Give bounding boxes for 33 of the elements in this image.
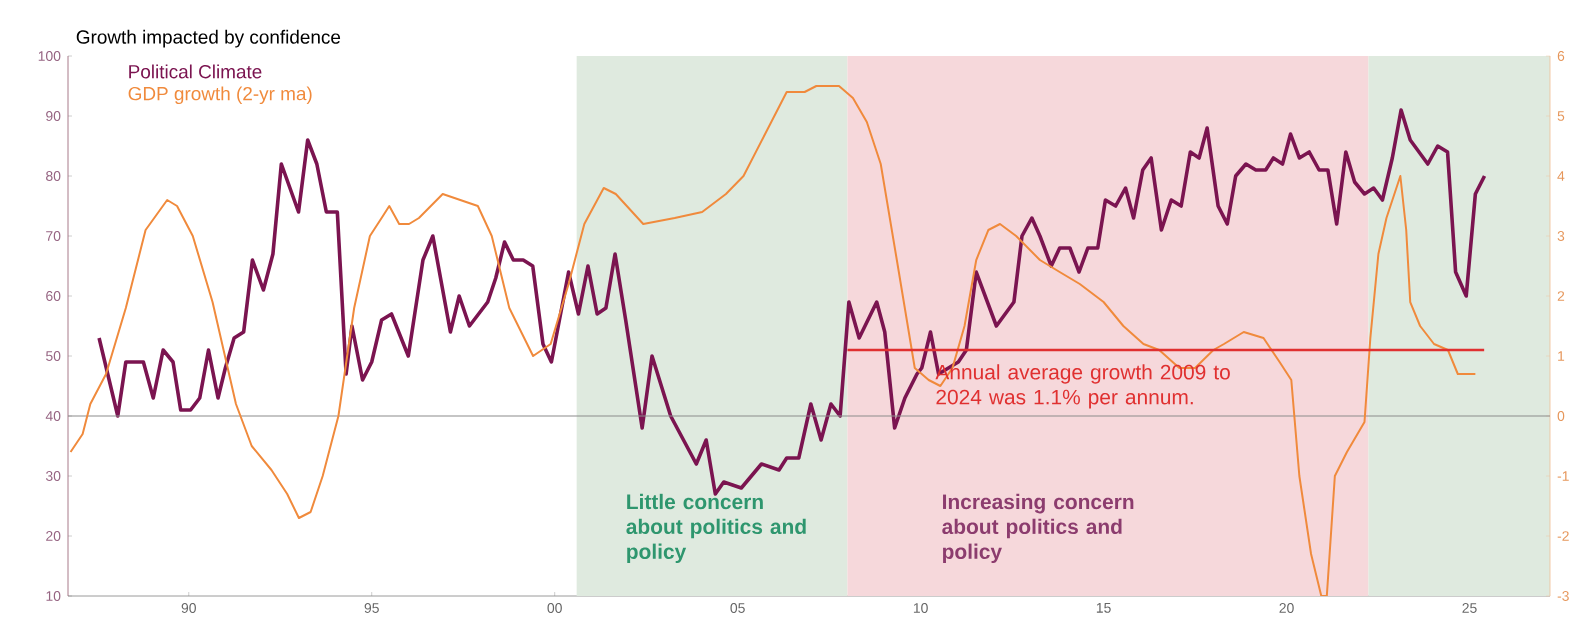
y2-tick-label: -2 [1557, 531, 1569, 541]
y-tick-label: 90 [46, 111, 61, 121]
y-tick-label: 30 [45, 471, 61, 481]
y2-tick-label: 4 [1557, 171, 1565, 181]
x-tick-label: 95 [364, 603, 379, 613]
y2-tick-label: -3 [1557, 591, 1569, 601]
text: GDP growth (2-yr ma) [128, 86, 312, 105]
y-tick-label: 80 [46, 171, 61, 181]
y2-tick-label: 6 [1557, 51, 1565, 61]
y-tick-label: 50 [46, 351, 61, 361]
x-tick-label: 20 [1279, 603, 1294, 613]
x-tick-label: 05 [730, 603, 745, 613]
y-tick-label: 40 [45, 411, 61, 421]
x-tick-label: 90 [181, 603, 196, 613]
chart-title: Growth impacted by confidence [76, 29, 341, 48]
y2-tick-label: 5 [1557, 111, 1565, 121]
y-tick-label: 10 [46, 591, 61, 601]
y2-tick-label: -1 [1557, 471, 1569, 481]
y-tick-label: 70 [46, 231, 61, 241]
y2-tick-label: 3 [1557, 231, 1565, 241]
y2-tick-label: 0 [1557, 411, 1565, 421]
y2-tick-label: 2 [1557, 291, 1565, 301]
y-tick-label: 20 [46, 531, 61, 541]
x-tick-label: 15 [1096, 603, 1111, 613]
x-tick-label: 25 [1462, 603, 1477, 613]
y-tick-label: 60 [46, 291, 61, 301]
x-tick-label: 00 [547, 603, 562, 613]
y2-tick-label: 1 [1558, 351, 1565, 361]
text: Political Climate [129, 64, 262, 79]
band-label: Increasing concern about politics and policy [942, 493, 1134, 564]
y-tick-label: 100 [38, 51, 61, 61]
band-label: Little concern about politics and policy [626, 493, 806, 564]
x-tick-label: 10 [913, 603, 928, 613]
